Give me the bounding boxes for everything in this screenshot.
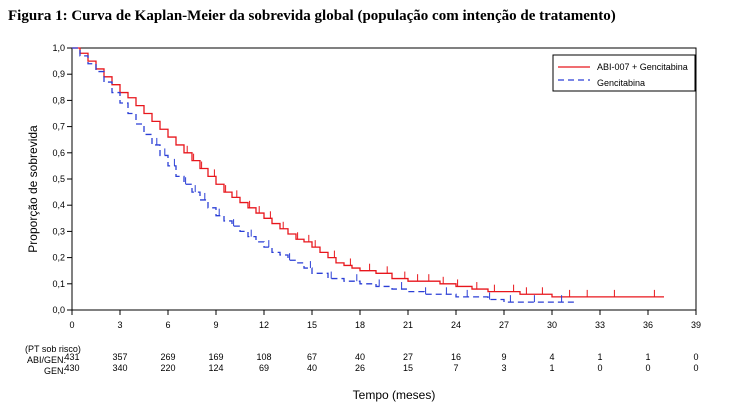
- at-risk-value: 0: [693, 363, 698, 373]
- y-tick-label: 0,5: [52, 174, 65, 184]
- x-tick-label: 24: [451, 320, 461, 330]
- at-risk-value: 3: [501, 363, 506, 373]
- y-axis-title: Proporção de sobrevida: [26, 125, 40, 253]
- y-tick-label: 0,1: [52, 279, 65, 289]
- at-risk-value: 1: [597, 352, 602, 362]
- x-tick-label: 9: [213, 320, 218, 330]
- at-risk-value: 27: [403, 352, 413, 362]
- at-risk-table: (PT sob risco) ABI/GEN: GEN: 431 357 269 16…: [25, 344, 699, 376]
- at-risk-value: 40: [355, 352, 365, 362]
- at-risk-value: 40: [307, 363, 317, 373]
- at-risk-value: 124: [208, 363, 223, 373]
- at-risk-value: 169: [208, 352, 223, 362]
- at-risk-value: 340: [112, 363, 127, 373]
- x-tick-label: 18: [355, 320, 365, 330]
- legend: ABI-007 + Gencitabina Gencitabina: [552, 54, 696, 92]
- y-tick-label: 0,9: [52, 69, 65, 79]
- x-tick-label: 12: [259, 320, 269, 330]
- at-risk-value: 430: [64, 363, 79, 373]
- at-risk-value: 26: [355, 363, 365, 373]
- y-tick-label: 0,2: [52, 253, 65, 263]
- y-axis: 0,0 0,1 0,2 0,3 0,4 0,5 0,6 0,7 0,8 0,9 1,0: [52, 43, 72, 315]
- series-line-gencitabina: [72, 47, 576, 303]
- legend-box: [552, 54, 696, 92]
- at-risk-header: (PT sob risco): [25, 344, 81, 354]
- x-tick-label: 33: [595, 320, 605, 330]
- y-tick-label: 0,3: [52, 226, 65, 236]
- at-risk-value: 0: [597, 363, 602, 373]
- x-tick-label: 36: [643, 320, 653, 330]
- x-tick-label: 39: [691, 320, 701, 330]
- at-risk-value: 1: [549, 363, 554, 373]
- at-risk-value: 4: [549, 352, 554, 362]
- at-risk-value: 1: [645, 352, 650, 362]
- x-axis-title: Tempo (meses): [353, 388, 436, 402]
- x-tick-label: 21: [403, 320, 413, 330]
- x-tick-label: 6: [165, 320, 170, 330]
- at-risk-value: 16: [451, 352, 461, 362]
- legend-label-abi-007-gencitabina: ABI-007 + Gencitabina: [597, 62, 688, 72]
- x-axis: 0 3 6 9 12 15 18 21 24 27 30 33 36 39: [69, 310, 701, 330]
- at-risk-value: 15: [403, 363, 413, 373]
- y-tick-label: 1,0: [52, 43, 65, 53]
- x-tick-label: 15: [307, 320, 317, 330]
- legend-label-gencitabina: Gencitabina: [597, 78, 645, 88]
- at-risk-value: 269: [160, 352, 175, 362]
- at-risk-value: 220: [160, 363, 175, 373]
- at-risk-value: 431: [64, 352, 79, 362]
- at-risk-value: 0: [693, 352, 698, 362]
- y-tick-label: 0,8: [52, 95, 65, 105]
- x-tick-label: 27: [499, 320, 509, 330]
- y-tick-label: 0,0: [52, 305, 65, 315]
- at-risk-row-label-abi-gen: ABI/GEN:: [27, 355, 66, 365]
- y-tick-label: 0,4: [52, 200, 65, 210]
- at-risk-value: 0: [645, 363, 650, 373]
- series-layer: [72, 47, 664, 303]
- figure-title: Figura 1: Curva de Kaplan-Meier da sobre…: [8, 8, 616, 24]
- y-tick-label: 0,6: [52, 148, 65, 158]
- at-risk-value: 7: [453, 363, 458, 373]
- at-risk-row-label-gen: GEN:: [44, 366, 66, 376]
- at-risk-value: 67: [307, 352, 317, 362]
- x-tick-label: 0: [69, 320, 74, 330]
- y-tick-label: 0,7: [52, 122, 65, 132]
- series-line-abi-007-gencitabina: [72, 47, 664, 298]
- at-risk-value: 357: [112, 352, 127, 362]
- at-risk-value: 9: [501, 352, 506, 362]
- x-tick-label: 3: [117, 320, 122, 330]
- at-risk-value: 69: [259, 363, 269, 373]
- x-tick-label: 30: [547, 320, 557, 330]
- at-risk-value: 108: [256, 352, 271, 362]
